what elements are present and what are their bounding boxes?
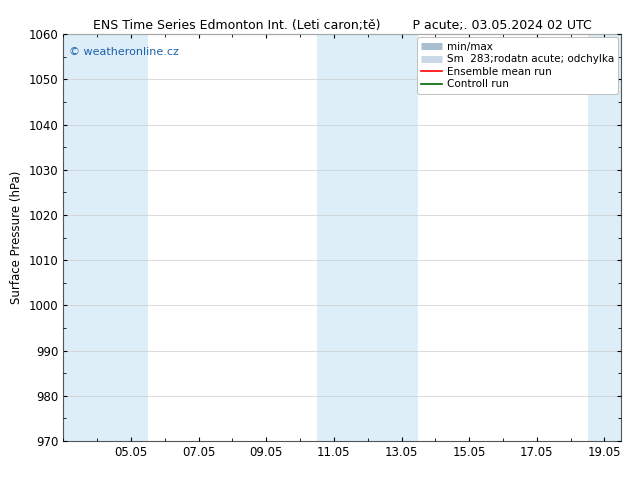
Y-axis label: Surface Pressure (hPa): Surface Pressure (hPa) [10,171,23,304]
Legend: min/max, Sm  283;rodatn acute; odchylka, Ensemble mean run, Controll run: min/max, Sm 283;rodatn acute; odchylka, … [417,37,618,94]
Bar [63,34,148,441]
Bar [317,34,418,441]
Bar [588,34,621,441]
Text: © weatheronline.cz: © weatheronline.cz [69,47,179,56]
Title: ENS Time Series Edmonton Int. (Leti caron;tě)        P acute;. 03.05.2024 02 UTC: ENS Time Series Edmonton Int. (Leti caro… [93,19,592,32]
